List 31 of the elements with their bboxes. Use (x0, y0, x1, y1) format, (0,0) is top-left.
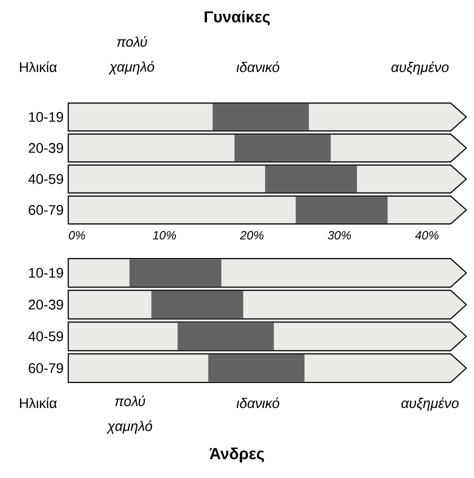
bar (234, 134, 331, 162)
bar (212, 104, 309, 130)
y-tick-label: 60-79 (28, 363, 64, 374)
bar (296, 196, 388, 224)
chart-title: Γυναίκες (204, 10, 270, 26)
x-tick-label: 30% (328, 231, 351, 240)
bar (265, 166, 357, 192)
y-tick-label: 40-59 (28, 331, 64, 342)
x-tick-label: 10% (152, 231, 176, 240)
text: αυξημένο (401, 397, 459, 411)
y-tick-label: 20-39 (28, 300, 64, 310)
text: Άνδρες (210, 448, 264, 462)
bar (178, 322, 274, 350)
y-tick-label: 10-19 (29, 112, 64, 122)
text: ιδανικό (236, 397, 280, 408)
x-tick-label: 40% (415, 231, 438, 240)
text: πολύ χαμηλό (106, 396, 152, 434)
y-tick-label: 10-19 (29, 268, 64, 278)
y-tick-label: 40-59 (28, 174, 64, 184)
x-tick-label: 0% (68, 231, 86, 240)
y-tick-label: 60-79 (28, 205, 64, 215)
bar (129, 259, 222, 287)
bar (151, 290, 244, 318)
y-axis-title: Ηλικία (20, 61, 57, 72)
y-axis-title: Ηλικία (20, 397, 57, 408)
text: ιδανικό (236, 61, 280, 72)
text: αυξημένο (391, 61, 449, 75)
x-tick-label: 20% (240, 231, 264, 240)
bar (208, 354, 304, 382)
text: πολύ χαμηλό (108, 36, 154, 74)
y-tick-label: 20-39 (28, 143, 64, 153)
